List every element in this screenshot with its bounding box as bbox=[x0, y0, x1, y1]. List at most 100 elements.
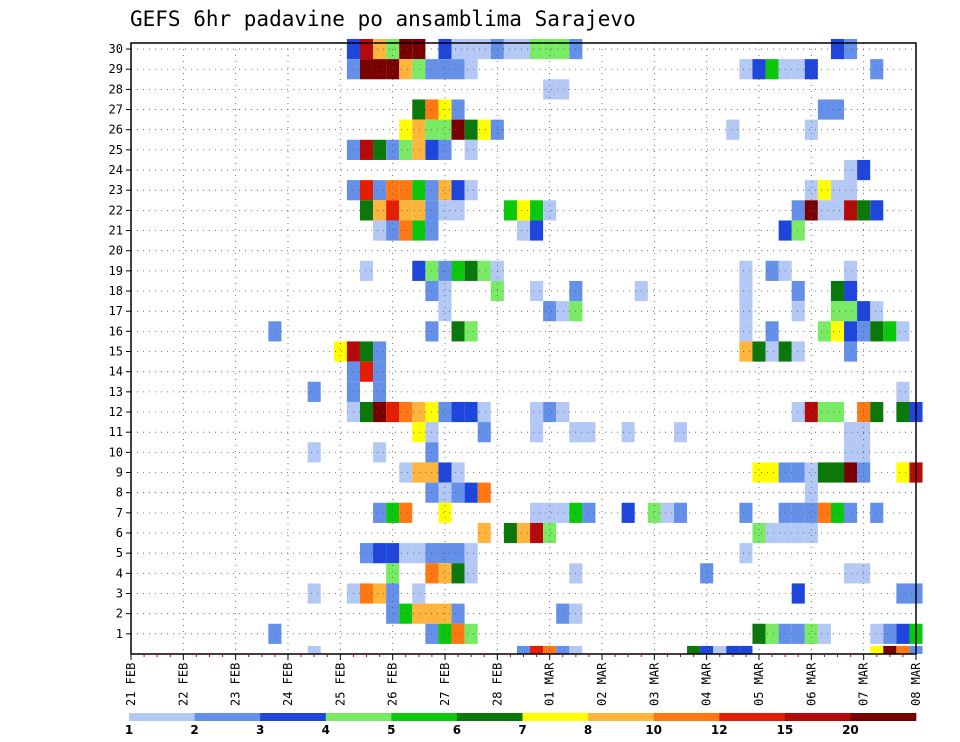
heatmap-cell bbox=[556, 301, 570, 322]
legend-swatch bbox=[784, 713, 851, 721]
heatmap-cell bbox=[844, 301, 858, 322]
heatmap-cell bbox=[503, 38, 517, 60]
heatmap-cell bbox=[516, 645, 531, 654]
legend-label: 8 bbox=[584, 723, 592, 737]
heatmap-cell bbox=[373, 583, 387, 604]
heatmap-cell bbox=[870, 502, 884, 523]
heatmap-cell bbox=[870, 321, 884, 342]
heatmap-cell bbox=[817, 462, 831, 483]
heatmap-cell bbox=[896, 401, 910, 423]
heatmap-cell bbox=[464, 321, 478, 342]
heatmap-cell bbox=[791, 623, 805, 644]
y-tick-label: 29 bbox=[109, 62, 123, 76]
heatmap-cell bbox=[451, 200, 465, 221]
chart-grid bbox=[130, 43, 917, 654]
heatmap-cell bbox=[359, 341, 374, 362]
heatmap-cell bbox=[804, 462, 818, 483]
heatmap-cell bbox=[386, 180, 400, 201]
heatmap-cell bbox=[844, 563, 858, 584]
legend-label: 12 bbox=[711, 723, 728, 737]
heatmap-cell bbox=[412, 543, 426, 564]
heatmap-cell bbox=[804, 180, 818, 201]
heatmap-cell bbox=[399, 401, 413, 423]
heatmap-cell bbox=[791, 502, 805, 523]
heatmap-cell bbox=[844, 442, 858, 463]
heatmap-cell bbox=[438, 139, 452, 160]
legend-swatch bbox=[391, 713, 458, 721]
y-tick-label: 19 bbox=[109, 264, 123, 278]
heatmap-cell bbox=[543, 200, 557, 221]
heatmap-cell bbox=[464, 543, 478, 564]
legend-label: 15 bbox=[776, 723, 793, 737]
heatmap-cell bbox=[438, 260, 452, 281]
heatmap-cell bbox=[412, 401, 426, 423]
x-tick-label: 01 MAR bbox=[543, 662, 557, 706]
heatmap-cell bbox=[333, 341, 347, 362]
heatmap-cell bbox=[582, 422, 596, 443]
y-tick-label: 7 bbox=[116, 506, 123, 520]
heatmap-cell bbox=[804, 502, 818, 523]
heatmap-cell bbox=[660, 502, 674, 523]
heatmap-cell bbox=[530, 422, 544, 443]
heatmap-cell bbox=[464, 623, 478, 644]
heatmap-cell bbox=[451, 260, 465, 281]
heatmap-cell bbox=[399, 502, 413, 523]
heatmap-cell bbox=[530, 401, 544, 423]
heatmap-cell bbox=[739, 543, 753, 564]
heatmap-cell bbox=[804, 623, 818, 644]
y-tick-label: 23 bbox=[109, 183, 123, 197]
heatmap-cell bbox=[556, 645, 570, 654]
heatmap-cell bbox=[516, 38, 531, 60]
heatmap-cell bbox=[830, 502, 845, 523]
heatmap-cell bbox=[477, 260, 491, 281]
heatmap-cell bbox=[412, 422, 426, 443]
heatmap-cell bbox=[556, 79, 570, 100]
heatmap-cell bbox=[726, 119, 740, 140]
heatmap-cell bbox=[830, 180, 845, 201]
heatmap-cell bbox=[359, 59, 374, 80]
heatmap-cell bbox=[399, 119, 413, 140]
y-tick-label: 28 bbox=[109, 82, 123, 96]
heatmap-cell bbox=[438, 119, 452, 140]
legend-swatch bbox=[719, 713, 786, 721]
heatmap-cell bbox=[673, 502, 688, 523]
heatmap-cell bbox=[307, 583, 321, 604]
heatmap-cell bbox=[373, 442, 387, 463]
y-tick-label: 27 bbox=[109, 103, 123, 117]
heatmap-cell bbox=[765, 59, 779, 80]
heatmap-cell bbox=[464, 563, 478, 584]
heatmap-cell bbox=[739, 280, 753, 302]
heatmap-cell bbox=[412, 200, 426, 221]
heatmap-cell bbox=[804, 482, 818, 503]
heatmap-cell bbox=[477, 401, 491, 423]
heatmap-cell bbox=[386, 200, 400, 221]
heatmap-cell bbox=[438, 502, 452, 523]
y-tick-label: 25 bbox=[109, 143, 123, 157]
heatmap-cell bbox=[844, 200, 858, 221]
y-tick-label: 10 bbox=[109, 445, 123, 459]
heatmap-cell bbox=[438, 482, 452, 503]
heatmap-cell bbox=[503, 522, 517, 544]
heatmap-cell bbox=[530, 38, 544, 60]
y-tick-label: 16 bbox=[109, 324, 123, 338]
heatmap-cell bbox=[752, 522, 766, 544]
heatmap-cell bbox=[739, 341, 753, 362]
heatmap-cell bbox=[804, 59, 818, 80]
heatmap-cell bbox=[687, 645, 701, 654]
heatmap-cell bbox=[451, 99, 465, 120]
heatmap-cell bbox=[804, 200, 818, 221]
heatmap-cell bbox=[844, 422, 858, 443]
legend-swatch bbox=[260, 713, 327, 721]
heatmap-cell bbox=[791, 462, 805, 483]
heatmap-cell bbox=[438, 623, 452, 644]
heatmap-cell bbox=[438, 301, 452, 322]
heatmap-cell bbox=[896, 645, 910, 654]
heatmap-cell bbox=[412, 180, 426, 201]
legend-swatch bbox=[129, 713, 195, 721]
heatmap-cell bbox=[870, 200, 884, 221]
heatmap-cell bbox=[307, 381, 321, 402]
heatmap-cell bbox=[373, 38, 387, 60]
heatmap-cell bbox=[844, 341, 858, 362]
y-tick-label: 9 bbox=[116, 466, 123, 480]
legend-swatch bbox=[850, 713, 917, 721]
